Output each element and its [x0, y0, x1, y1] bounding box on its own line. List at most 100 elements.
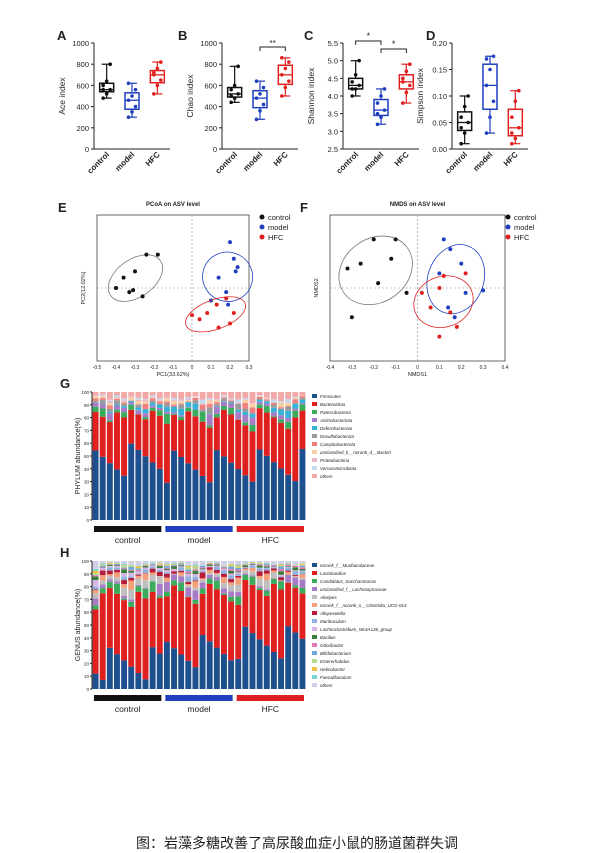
x-category-label: HFC — [144, 150, 162, 168]
scatter-point-control — [394, 237, 398, 241]
bar-segment — [121, 568, 127, 569]
bar-segment — [178, 420, 184, 457]
bar-segment — [150, 408, 156, 411]
bar-segment — [150, 566, 156, 567]
bar-segment — [250, 407, 256, 413]
bar-segment — [214, 564, 220, 565]
x-tick-label: -0.1 — [391, 365, 400, 371]
scatter-point-HFC — [448, 310, 452, 314]
bar-segment — [171, 415, 177, 451]
x-axis-label: NMDS1 — [408, 372, 427, 378]
bar-segment — [200, 588, 206, 593]
bar-segment — [264, 399, 270, 401]
bar-segment — [250, 575, 256, 576]
bar-segment — [121, 476, 127, 520]
data-point-model — [485, 57, 489, 61]
bar-segment — [278, 581, 284, 589]
bar-segment — [250, 404, 256, 407]
bar-segment — [221, 577, 227, 583]
data-point-HFC — [152, 92, 156, 96]
data-point-model — [130, 110, 134, 114]
bar-segment — [207, 400, 213, 403]
y-tick-label: 800 — [76, 60, 89, 69]
scatter-point-control — [372, 237, 376, 241]
bar-segment — [114, 395, 120, 397]
bar-segment — [242, 398, 248, 399]
bar-segment — [114, 400, 120, 404]
bar-segment — [285, 567, 291, 568]
bar-segment — [100, 593, 106, 680]
scatter-point-model — [437, 271, 441, 275]
x-tick-label: 0.1 — [208, 365, 215, 371]
data-point-HFC — [159, 78, 163, 82]
bar-segment — [171, 569, 177, 571]
bar-segment — [250, 566, 256, 568]
bar-segment — [257, 561, 263, 562]
legend-swatch — [312, 643, 317, 647]
bar-segment — [207, 482, 213, 520]
legend-label: Enterorhabdus — [320, 659, 350, 664]
bar-segment — [185, 463, 191, 520]
bar-segment — [292, 411, 298, 418]
bar-segment — [257, 586, 263, 588]
scatter-point-model — [459, 262, 463, 266]
bar-segment — [171, 571, 177, 573]
scatter-point-control — [114, 286, 118, 290]
bar-segment — [143, 419, 149, 456]
bar-segment — [100, 404, 106, 408]
bar-segment — [185, 587, 191, 596]
bar-segment — [107, 412, 113, 413]
bar-segment — [157, 392, 163, 398]
bar-segment — [235, 585, 241, 592]
bar-segment — [164, 592, 170, 597]
data-point-HFC — [284, 86, 288, 90]
bar-segment — [100, 404, 106, 405]
legend-swatch — [312, 683, 317, 687]
bar-segment — [93, 396, 99, 398]
bar-segment — [128, 405, 134, 410]
bar-segment — [100, 680, 106, 689]
bar-segment — [200, 409, 206, 411]
bar-segment — [214, 392, 220, 399]
y-tick-label: 0.15 — [432, 66, 447, 75]
bar-segment — [292, 409, 298, 411]
bar-segment — [271, 408, 277, 413]
y-tick-label: 70 — [84, 597, 90, 602]
bar-segment — [178, 571, 184, 573]
y-tick-label: 70 — [84, 428, 90, 433]
bar-segment — [221, 401, 227, 402]
x-tick-label: -0.5 — [93, 365, 102, 371]
y-axis-label: NMDS2 — [314, 278, 320, 297]
bar-segment — [250, 565, 256, 566]
bar-segment — [114, 565, 120, 566]
bar-segment — [221, 397, 227, 398]
bar-segment — [242, 575, 248, 580]
legend-label: norank_f__Muribaculaceae — [320, 563, 375, 568]
bar-segment — [178, 563, 184, 564]
bar-segment — [257, 588, 263, 590]
bar-segment — [107, 405, 113, 408]
bar-segment — [228, 463, 234, 520]
x-category-label: control — [444, 150, 470, 176]
bar-segment — [121, 599, 127, 600]
bar-segment — [299, 396, 305, 398]
y-tick-label: 1000 — [72, 39, 89, 48]
bar-segment — [214, 404, 220, 406]
bar-segment — [93, 605, 99, 609]
group-bar-HFC — [237, 695, 304, 701]
bar-segment — [264, 413, 270, 456]
bar-segment — [221, 594, 227, 595]
bar-segment — [221, 567, 227, 568]
legend-label: HFC — [268, 233, 284, 242]
panel-letter: F — [300, 200, 308, 215]
bar-segment — [192, 571, 198, 574]
bar-segment — [228, 576, 234, 579]
bar-segment — [200, 405, 206, 410]
y-tick-label: 4.0 — [328, 92, 338, 101]
bar-segment — [207, 404, 213, 407]
bar-segment — [292, 481, 298, 520]
bar-segment — [185, 573, 191, 574]
scatter-point-HFC — [224, 296, 228, 300]
bar-segment — [157, 398, 163, 399]
bar-segment — [121, 564, 127, 565]
